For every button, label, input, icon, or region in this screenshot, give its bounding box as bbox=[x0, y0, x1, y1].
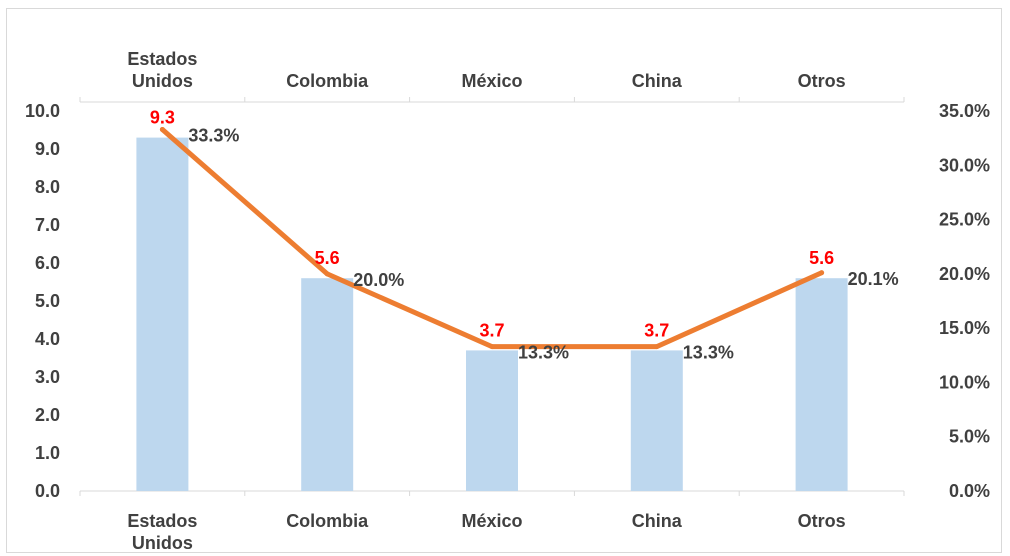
y-right-tick-label: 5.0% bbox=[949, 427, 990, 447]
line-value-label: 20.0% bbox=[353, 270, 404, 290]
x-category-label-bottom: México bbox=[461, 511, 522, 531]
y-left-tick-label: 9.0 bbox=[35, 139, 60, 159]
x-category-label-bottom: Otros bbox=[798, 511, 846, 531]
x-category-label-top: Colombia bbox=[286, 71, 369, 91]
bar-value-label: 5.6 bbox=[809, 248, 834, 268]
line-value-label: 13.3% bbox=[683, 343, 734, 363]
x-category-label-top: Estados Unidos bbox=[127, 49, 197, 91]
y-right-tick-label: 10.0% bbox=[939, 372, 990, 392]
y-right-tick-label: 20.0% bbox=[939, 264, 990, 284]
bar-value-label: 9.3 bbox=[150, 108, 175, 128]
y-right-tick-label: 30.0% bbox=[939, 155, 990, 175]
y-left-tick-label: 8.0 bbox=[35, 177, 60, 197]
y-left-tick-label: 5.0 bbox=[35, 291, 60, 311]
y-right-tick-label: 35.0% bbox=[939, 101, 990, 121]
bar-value-label: 3.7 bbox=[479, 320, 504, 340]
labels-layer: 9.3 5.6 3.7 3.7 5.6 33.3% 20.0% 13.3% 13.3% 20.1% bbox=[150, 108, 899, 363]
y-left-tick-label: 10.0 bbox=[25, 101, 60, 121]
bar bbox=[301, 278, 354, 491]
y-left-tick-label: 1.0 bbox=[35, 443, 60, 463]
x-category-label-top: China bbox=[632, 71, 683, 91]
line-point bbox=[654, 344, 660, 350]
x-category-label-bottom: Colombia bbox=[286, 511, 369, 531]
x-category-label-top: Otros bbox=[798, 71, 846, 91]
line-point bbox=[819, 270, 825, 276]
percentage-line bbox=[159, 126, 825, 350]
y-right-tick-label: 0.0% bbox=[949, 481, 990, 501]
bars-layer bbox=[136, 137, 848, 491]
y-left-tick-label: 0.0 bbox=[35, 481, 60, 501]
line-point bbox=[324, 271, 330, 277]
line-value-label: 13.3% bbox=[518, 343, 569, 363]
y-right-tick-label: 15.0% bbox=[939, 318, 990, 338]
y-right-tick-label: 25.0% bbox=[939, 210, 990, 230]
x-category-label-top: México bbox=[461, 71, 522, 91]
y-left-tick-label: 7.0 bbox=[35, 215, 60, 235]
bar bbox=[466, 350, 518, 491]
axes-layer: 0.0 1.0 2.0 3.0 4.0 5.0 6.0 7.0 8.0 9.0 10.0 0.0% 5.… bbox=[25, 49, 990, 553]
x-category-label-bottom: Estados Unidos bbox=[127, 511, 197, 553]
line-point bbox=[159, 126, 165, 132]
y-left-tick-label: 3.0 bbox=[35, 367, 60, 387]
y-left-tick-label: 2.0 bbox=[35, 405, 60, 425]
x-category-label-bottom: China bbox=[632, 511, 683, 531]
bar-value-label: 5.6 bbox=[315, 248, 340, 268]
line-point bbox=[489, 344, 495, 350]
bar bbox=[795, 278, 848, 491]
y-left-tick-label: 6.0 bbox=[35, 253, 60, 273]
line-value-label: 33.3% bbox=[188, 125, 239, 145]
bar-value-label: 3.7 bbox=[644, 320, 669, 340]
line-value-label: 20.1% bbox=[848, 269, 899, 289]
bar bbox=[630, 350, 683, 491]
bar bbox=[136, 137, 189, 491]
y-left-tick-label: 4.0 bbox=[35, 329, 60, 349]
line-layer bbox=[159, 126, 825, 350]
